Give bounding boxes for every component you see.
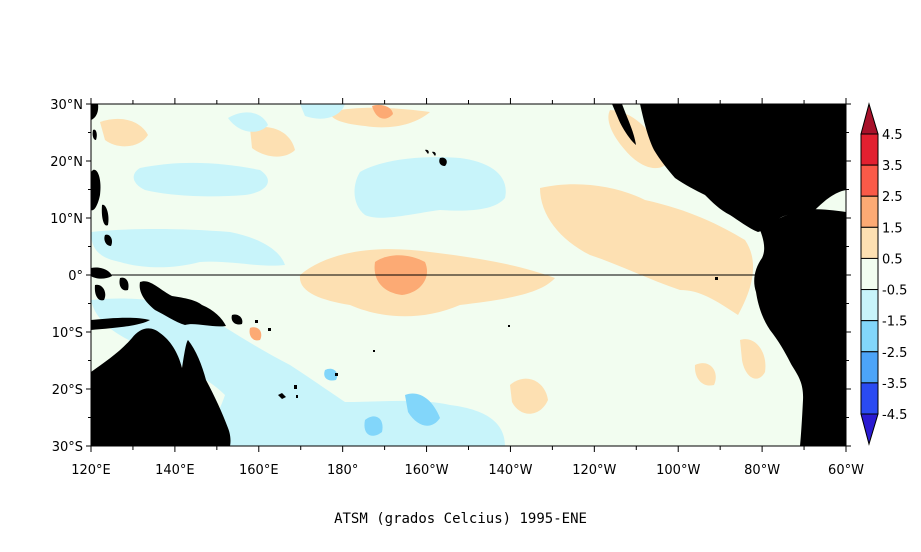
lat-tick-label: 30°N [50, 98, 83, 113]
colorbar-min-arrow [860, 413, 879, 446]
colorbar-bin [860, 351, 879, 384]
lat-tick-label: 10°N [50, 212, 83, 227]
hawaii-islands [425, 149, 447, 166]
colorbar-label: -0.5 [882, 284, 907, 299]
lat-tick-label: 30°S [52, 440, 83, 455]
caribbean-islands [760, 166, 820, 191]
baja-california [612, 104, 636, 145]
lon-tick-label: 60°W [828, 463, 864, 478]
lon-tick-label: 100°W [656, 463, 700, 478]
land-masses [91, 104, 846, 446]
colorbar-bin [860, 289, 879, 322]
lat-tick-label: 20°S [52, 383, 83, 398]
lat-tick-label: 20°N [50, 155, 83, 170]
colorbar-bin [860, 133, 879, 166]
colorbar-label: -4.5 [882, 408, 907, 423]
lon-tick-label: 180° [327, 463, 358, 478]
indonesia-islands [91, 267, 243, 330]
colorbar-bin [860, 320, 879, 353]
colorbar-label: -1.5 [882, 315, 907, 330]
taiwan-japan-islands [91, 104, 99, 140]
lon-tick-label: 160°E [239, 463, 279, 478]
lon-tick-label: 140°W [488, 463, 532, 478]
colorbar-label: 4.5 [882, 128, 903, 143]
latitude-axis: 30°N 20°N 10°N 0° 10°S 20°S 30°S [50, 98, 851, 455]
philippines-landmass [91, 169, 113, 246]
warm-anomaly-regions [100, 107, 766, 414]
colorbar-bin [860, 257, 879, 291]
new-guinea-landmass [139, 281, 226, 327]
lon-tick-label: 120°W [572, 463, 616, 478]
lon-tick-label: 120°E [71, 463, 111, 478]
north-central-america-landmass [640, 104, 846, 232]
longitude-axis: 120°E 140°E 160°E 180° 160°W 140°W 120°W 100°W 8… [71, 98, 864, 478]
colorbar-max-arrow [860, 102, 879, 135]
australia-landmass [91, 328, 231, 446]
colorbar-bin [860, 382, 879, 415]
lon-tick-label: 160°W [404, 463, 448, 478]
colorbar-bin [860, 195, 879, 228]
colorbar-label: 3.5 [882, 159, 903, 174]
colorbar-bin [860, 164, 879, 197]
map-caption: ATSM (grados Celcius) 1995-ENE [334, 511, 587, 527]
colorbar: 4.5 3.5 2.5 1.5 0.5 -0.5 -1.5 -2.5 -3.5 -4.5 [860, 102, 907, 446]
lat-tick-label: 0° [68, 269, 83, 284]
colorbar-label: -3.5 [882, 377, 907, 392]
colorbar-label: -2.5 [882, 346, 907, 361]
colorbar-bin [860, 226, 879, 259]
south-america-landmass [754, 209, 846, 446]
lon-tick-label: 140°E [155, 463, 195, 478]
lon-tick-label: 80°W [744, 463, 780, 478]
colorbar-label: 2.5 [882, 190, 903, 205]
colorbar-label: 0.5 [882, 252, 903, 267]
lat-tick-label: 10°S [52, 326, 83, 341]
map-plot-area [91, 104, 846, 446]
colorbar-label: 1.5 [882, 221, 903, 236]
